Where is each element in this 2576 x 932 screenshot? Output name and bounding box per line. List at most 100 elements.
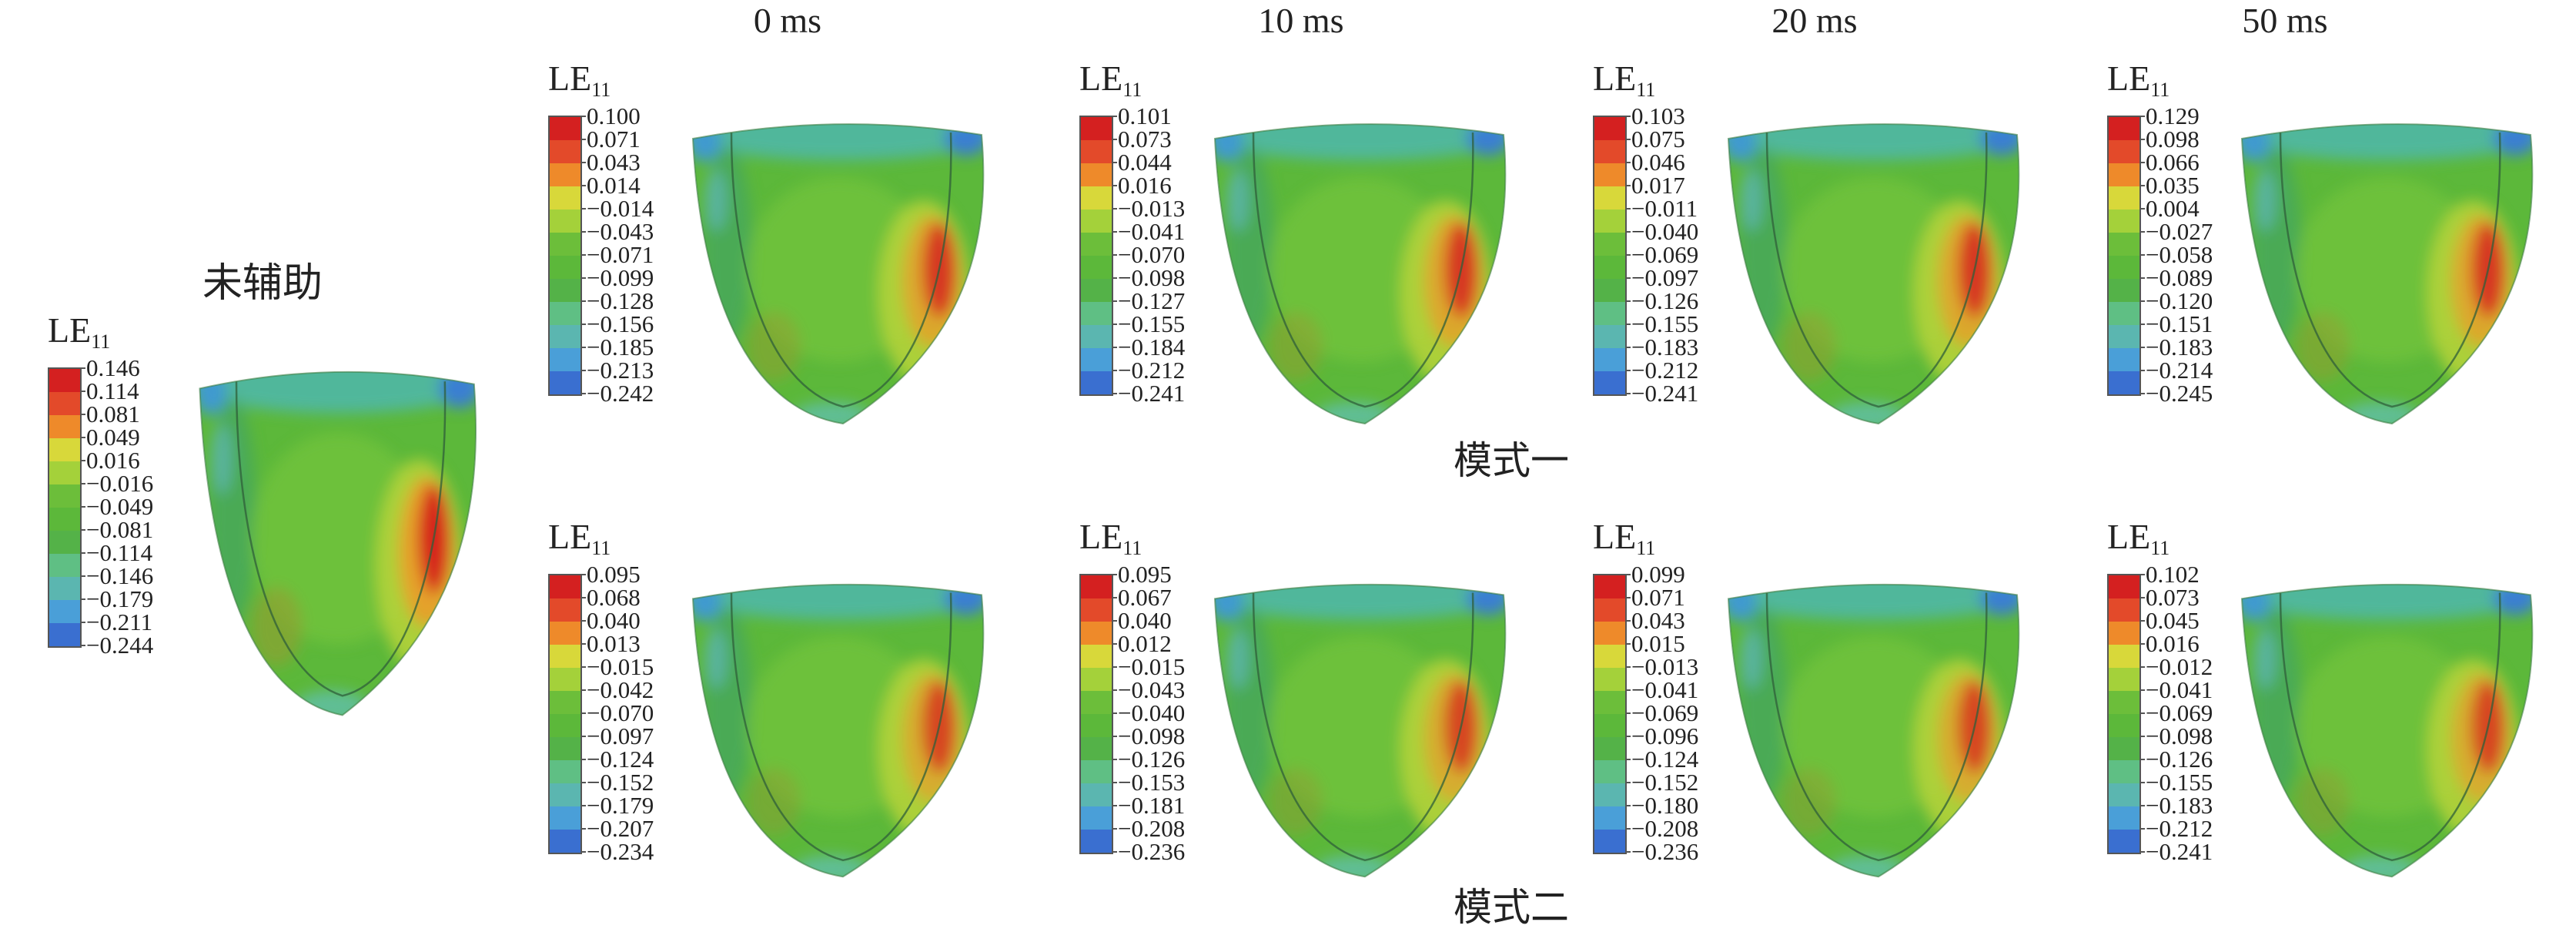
legend-value: 0.046 <box>1625 149 1685 176</box>
legend-swatch <box>550 760 580 783</box>
legend-value: −0.049 <box>79 493 154 520</box>
legend-value: −0.126 <box>1624 287 1699 314</box>
heart-inner-contour-line <box>2279 132 2501 408</box>
legend-value: −0.058 <box>2139 241 2213 268</box>
legend-title-subscript: 11 <box>1636 537 1656 559</box>
legend-swatch <box>2109 233 2139 256</box>
legend-swatch <box>1081 348 1112 371</box>
legend-swatch <box>1081 622 1112 645</box>
column-header-50ms: 50 ms <box>2242 1 2328 40</box>
legend-swatch <box>550 233 580 256</box>
heart-model-mode2-20ms <box>1727 583 2020 878</box>
heart-contour-fill <box>1728 124 2019 424</box>
heart-outline <box>691 583 985 878</box>
legend-value: 0.146 <box>80 354 140 381</box>
legend-value: −0.185 <box>580 334 654 360</box>
legend-swatch <box>1594 622 1625 645</box>
legend-swatch <box>1594 714 1625 737</box>
legend-value: 0.099 <box>1625 561 1685 588</box>
legend-swatch <box>550 645 580 668</box>
legend-swatch <box>1081 186 1112 210</box>
mode2-label: 模式二 <box>1454 886 1569 929</box>
legend-swatch <box>2109 645 2139 668</box>
legend-value: −0.241 <box>1624 380 1699 407</box>
heart-outline <box>691 123 985 425</box>
heart-contour-fill <box>1215 584 1506 877</box>
legend-swatch <box>2109 714 2139 737</box>
heart-contour-fill <box>693 124 984 424</box>
legend-value: −0.155 <box>2139 769 2213 796</box>
column-header-10ms: 10 ms <box>1258 1 1344 40</box>
legend-title-subscript: 11 <box>1122 537 1142 559</box>
legend-value: 0.043 <box>1625 607 1685 634</box>
legend-value: −0.124 <box>580 746 654 773</box>
legend-swatch <box>550 210 580 233</box>
legend-value: −0.241 <box>2139 838 2213 865</box>
legend-value: 0.040 <box>580 607 641 634</box>
strain-region-left-cyan <box>2254 169 2276 231</box>
legend-swatch <box>550 163 580 186</box>
legend-title-main: LE <box>1593 59 1637 98</box>
heart-model-mode1-20ms <box>1727 123 2020 425</box>
legend-swatch <box>1594 371 1625 394</box>
legend-title-subscript: 11 <box>591 79 611 101</box>
legend-value: −0.041 <box>1111 218 1186 245</box>
heart-strain-regions <box>2242 124 2533 424</box>
legend-title: LE11 <box>1593 58 1655 102</box>
legend-value: 0.040 <box>1112 607 1172 634</box>
legend-value: −0.151 <box>2139 310 2213 337</box>
legend-swatch <box>1594 163 1625 186</box>
legend-value: 0.016 <box>80 447 140 474</box>
heart-model-mode1-10ms <box>1213 123 1507 425</box>
legend-title-main: LE <box>2107 517 2151 556</box>
legend-title: LE11 <box>1079 58 1142 102</box>
legend-title: LE11 <box>48 310 110 354</box>
legend-value: 0.073 <box>1112 126 1172 153</box>
legend-swatch <box>1081 645 1112 668</box>
legend-value: −0.069 <box>1624 241 1699 268</box>
legend-swatch <box>1081 806 1112 830</box>
strain-region-top-rim <box>1728 584 2019 620</box>
legend-value: −0.040 <box>1624 218 1699 245</box>
strain-region-top-rim <box>693 584 984 620</box>
legend-value: −0.241 <box>1111 380 1186 407</box>
legend-value: −0.089 <box>2139 264 2213 291</box>
legend-value: 0.049 <box>80 424 140 451</box>
legend-value: 0.043 <box>580 149 641 176</box>
legend-value: 0.103 <box>1625 102 1685 129</box>
heart-model-mode1-0ms <box>691 123 985 425</box>
legend-value: 0.066 <box>2139 149 2200 176</box>
legend-color-bar <box>2107 574 2141 854</box>
legend-value: −0.098 <box>1111 722 1186 749</box>
strain-region-top-rim <box>1215 584 1506 620</box>
legend-swatch <box>1081 302 1112 325</box>
legend-swatch <box>1594 645 1625 668</box>
legend-swatch <box>550 325 580 348</box>
heart-outline <box>2240 123 2534 425</box>
legend-value: −0.098 <box>1111 264 1186 291</box>
legend-swatch <box>550 302 580 325</box>
legend-swatch <box>1594 140 1625 163</box>
legend-value: −0.041 <box>1624 676 1699 703</box>
legend-swatch <box>49 623 80 646</box>
legend-swatch <box>2109 163 2139 186</box>
legend-value: −0.098 <box>2139 722 2213 749</box>
legend-value: −0.027 <box>2139 218 2213 245</box>
legend-swatch <box>2109 598 2139 622</box>
legend-swatch <box>1594 760 1625 783</box>
legend-title-main: LE <box>548 517 592 556</box>
legend-value: −0.126 <box>1111 746 1186 773</box>
legend-value: −0.152 <box>1624 769 1699 796</box>
heart-inner-contour-line <box>1252 592 1474 862</box>
legend-value: 0.102 <box>2139 561 2200 588</box>
heart-strain-regions <box>693 584 984 877</box>
legend-value: −0.152 <box>580 769 654 796</box>
strain-region-apex <box>1315 402 1392 424</box>
strain-region-left-cyan <box>705 169 727 231</box>
legend-color-bar <box>1593 116 1627 396</box>
legend-swatch <box>2109 806 2139 830</box>
legend-value: −0.097 <box>580 722 654 749</box>
legend-swatch <box>49 577 80 600</box>
legend-value: 0.081 <box>80 401 140 427</box>
strain-region-apex <box>2342 402 2419 424</box>
